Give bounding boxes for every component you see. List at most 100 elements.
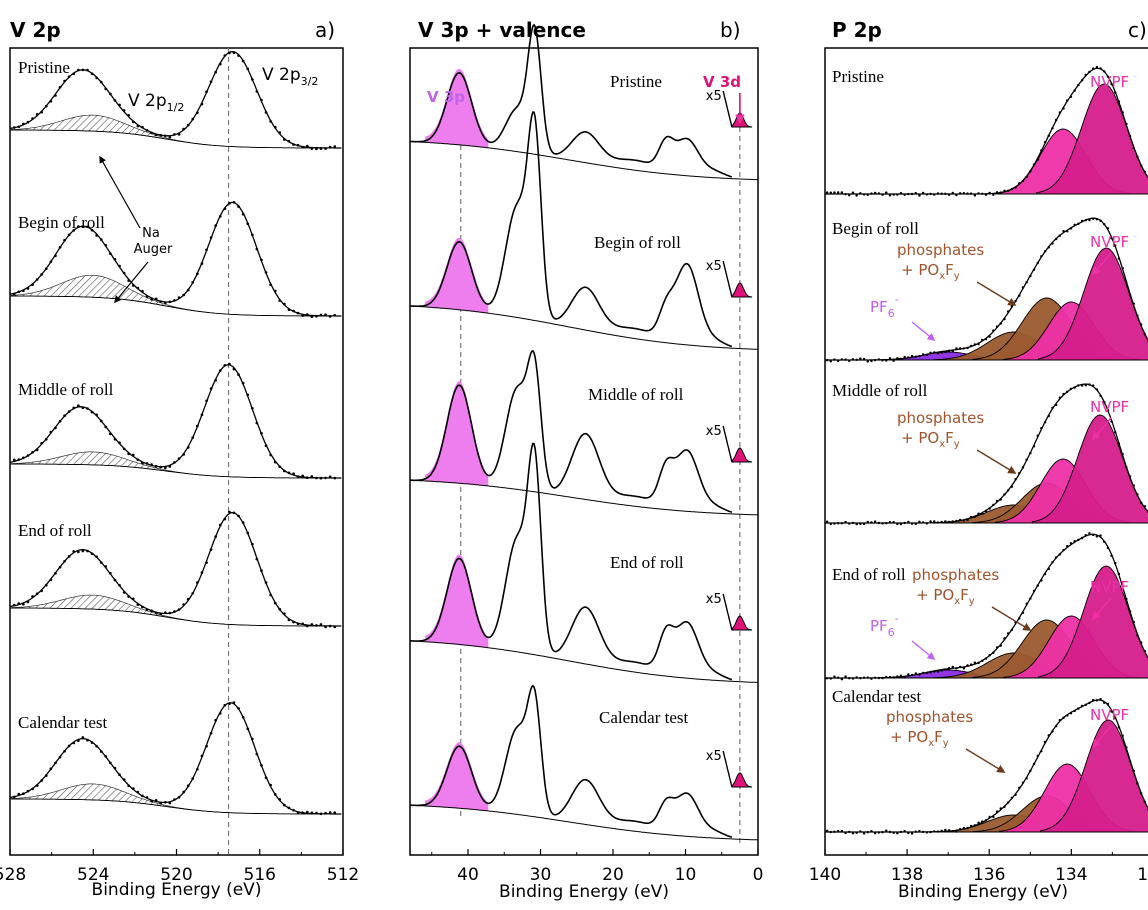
fit-envelope — [825, 217, 1148, 361]
panel-title: V 3p + valence — [418, 18, 586, 42]
nvpf-label: NVPF — [1090, 706, 1129, 724]
x-tick-label: 512 — [327, 865, 359, 885]
inset-tail — [722, 425, 733, 463]
panel-a-v2p: V 2p a) 528 524 520 516 512 Binding Energy (eV)… — [0, 18, 359, 900]
phosphates-arrow — [991, 606, 1032, 631]
v3p-component — [425, 554, 489, 648]
nvpf-label: NVPF — [1090, 73, 1129, 91]
series-label: Begin of roll — [594, 233, 681, 252]
data-points — [825, 65, 1148, 197]
pf6-arrow — [911, 321, 936, 341]
phosphates-label-line2: + POxFy — [901, 261, 960, 282]
x-tick-label: 10 — [675, 865, 697, 885]
series-label: Middle of roll — [18, 380, 114, 399]
panel-letter: b) — [720, 18, 741, 42]
x-tick-label: 132 — [1137, 865, 1148, 885]
spectrum-calendar-test: Calendar test — [9, 701, 342, 816]
spectrum-line — [410, 111, 733, 348]
phosphates-arrow — [976, 449, 1017, 474]
magnification-label: x5 — [706, 89, 722, 104]
subscript-x: x — [939, 271, 945, 282]
na-auger-label-line2: Auger — [134, 242, 173, 257]
data-points — [825, 698, 1148, 835]
panel-letter: c) — [1128, 18, 1147, 42]
background-line — [10, 798, 342, 815]
subscript-y: y — [954, 439, 960, 450]
data-points — [12, 701, 337, 816]
x-tick-label: 30 — [530, 865, 552, 885]
v3d-label: V 3d — [703, 73, 741, 91]
nvpf-label: NVPF — [1090, 578, 1129, 596]
background-line — [10, 129, 342, 149]
background-line — [410, 479, 758, 516]
data-points — [12, 51, 337, 151]
spectrum-middle-of-roll: Middle of roll — [9, 362, 342, 480]
background-line — [10, 463, 342, 479]
nvpf-arrow — [1091, 725, 1112, 749]
magnification-label: x5 — [706, 592, 722, 607]
v3p-label: V 3p — [427, 88, 465, 106]
subscript-x: x — [939, 439, 945, 450]
letter-f: F — [960, 586, 969, 604]
series-label: End of roll — [18, 521, 92, 540]
x-tick-label: 0 — [753, 865, 764, 885]
spectrum-line — [410, 23, 733, 178]
nvpf-component — [1038, 247, 1148, 361]
background-line — [10, 295, 342, 317]
spectrum-middle-of-roll: Middle of roll NVPF phosphates + POxFy — [825, 381, 1148, 526]
series-label: End of roll — [610, 553, 684, 572]
inset-tail — [722, 593, 733, 631]
spectrum-middle-of-roll: x5 Middle of roll — [410, 349, 758, 516]
series-label: Pristine — [18, 58, 70, 77]
series-label: Begin of roll — [832, 219, 919, 238]
series-label: Pristine — [610, 72, 662, 91]
v2p-1-2-label: V 2p1/2 — [128, 91, 184, 114]
letter-f: F — [934, 728, 943, 746]
phosphates-label-line1: phosphates — [897, 241, 984, 259]
phosphates-arrow — [976, 281, 1017, 306]
v3p-component — [425, 68, 489, 148]
background-line — [10, 607, 342, 627]
background-line — [409, 305, 758, 350]
phosphates-label-line2: + POxFy — [916, 586, 975, 607]
spectrum-end-of-roll: End of roll NVPF phosphates + POxFy PF6- — [825, 532, 1148, 681]
na-auger-arrow-down — [114, 261, 149, 304]
background-line — [409, 640, 758, 683]
plot-frame — [824, 47, 1148, 856]
v3p-component — [425, 381, 489, 486]
pf6-superscript: - — [895, 293, 899, 306]
spectrum-begin-of-roll: x5 Begin of roll — [409, 111, 758, 350]
data-points — [12, 510, 337, 629]
magnification-label: x5 — [706, 424, 722, 439]
v3p-component — [425, 237, 489, 314]
x-tick-label: 138 — [891, 865, 923, 885]
data-points — [825, 383, 1148, 526]
x-tick-label: 134 — [1055, 865, 1087, 885]
spectrum-pristine: Pristine — [9, 50, 342, 151]
series-label: Middle of roll — [832, 381, 928, 400]
phosphates-label-line1: phosphates — [886, 708, 973, 726]
nvpf-arrow — [1091, 597, 1112, 621]
subscript-x: x — [954, 596, 960, 607]
pf6-label: PF6- — [870, 612, 899, 639]
inset-tail — [722, 260, 733, 298]
panel-b-v3p-valence: V 3p + valence b) 40 30 20 10 0 Binding Energy … — [409, 18, 764, 902]
nvpf-arrow — [1091, 252, 1112, 276]
series-label: Calendar test — [18, 713, 107, 732]
series-label: End of roll — [832, 565, 906, 584]
v3d-component — [731, 447, 753, 463]
spectrum-end-of-roll: x5 End of roll — [409, 442, 758, 683]
x-tick-label: 528 — [0, 865, 26, 885]
pf6-subscript: 6 — [888, 307, 895, 320]
nvpf-arrow — [1091, 417, 1112, 441]
series-label: Pristine — [832, 67, 884, 86]
panel-title: P 2p — [832, 18, 882, 42]
nvpf-component — [1040, 719, 1148, 833]
series-label: Begin of roll — [18, 213, 105, 232]
panel-title: V 2p — [10, 18, 61, 42]
v2p-3-2-label: V 2p3/2 — [262, 65, 318, 88]
phosphates-label-line2: + POxFy — [901, 429, 960, 450]
x-tick-label: 136 — [973, 865, 1005, 885]
magnification-label: x5 — [706, 749, 722, 764]
